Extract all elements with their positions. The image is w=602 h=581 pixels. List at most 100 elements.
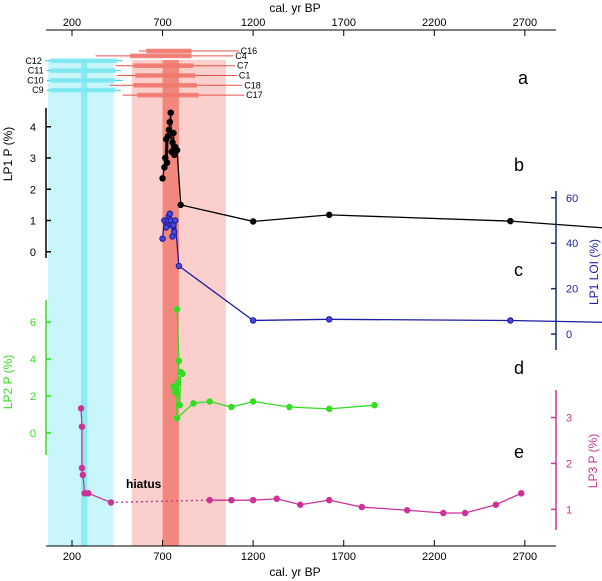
data-point <box>79 471 87 479</box>
data-point <box>159 175 166 182</box>
data-point <box>403 507 411 514</box>
highlight-bands <box>48 60 226 546</box>
panel-c-lp1-loi: 0 20 40 60 <box>159 191 602 350</box>
bottom-x-tick-label: 2200 <box>422 551 446 563</box>
bottom-x-tick-label: 700 <box>153 551 171 563</box>
data-point <box>286 403 293 411</box>
panel-letter-d: d <box>514 358 524 378</box>
y-tick-label: 1 <box>30 216 36 228</box>
panel-letter-c: c <box>514 260 523 280</box>
y-tick-label: 3 <box>30 153 36 165</box>
data-point <box>249 496 257 504</box>
data-point <box>249 218 257 225</box>
top-x-tick-label: 200 <box>63 17 81 29</box>
data-point <box>358 503 366 511</box>
data-point <box>78 423 86 430</box>
range-label: C11 <box>28 66 44 76</box>
panel-letter-e: e <box>514 442 524 462</box>
series-line <box>161 211 602 323</box>
top-x-tick-label: 2200 <box>422 17 446 29</box>
range-core <box>50 87 116 93</box>
data-point <box>440 509 447 517</box>
y-tick-label: 20 <box>566 284 578 296</box>
data-point <box>325 405 333 413</box>
top-x-tick-label: 1700 <box>331 17 355 29</box>
data-point <box>206 496 213 504</box>
range-core <box>50 68 116 73</box>
range-core <box>146 48 192 54</box>
range-core <box>133 83 197 88</box>
data-point <box>107 499 115 506</box>
data-point <box>175 262 183 270</box>
range-label: C16 <box>241 46 258 56</box>
data-point <box>164 132 172 140</box>
series-line <box>209 492 522 514</box>
data-point <box>166 118 174 126</box>
y-tick-label: 1 <box>566 504 572 516</box>
data-point <box>162 224 170 231</box>
y-label-lp1-loi: LP1 LOI (%) <box>587 239 601 305</box>
y-tick-label: 4 <box>30 354 36 366</box>
data-point <box>228 403 235 411</box>
range-core <box>50 58 118 64</box>
data-point <box>371 401 378 409</box>
x-axes: 200 200 700 700 1200 1200 1700 1700 2200 2200 2700… <box>46 17 556 563</box>
y-tick-label: 6 <box>30 317 36 329</box>
data-point <box>492 501 500 509</box>
top-x-tick-label: 2700 <box>513 17 537 29</box>
hiatus-dotted-line <box>110 499 210 504</box>
bottom-x-tick-label: 1200 <box>241 551 265 563</box>
data-point <box>176 401 184 409</box>
y-tick-label: 0 <box>566 329 572 341</box>
data-point <box>325 316 333 323</box>
range-core <box>137 92 199 98</box>
data-point <box>78 464 86 472</box>
data-point <box>461 509 469 517</box>
bottom-x-tick-label: 200 <box>63 551 81 563</box>
y-tick-label: 3 <box>566 413 572 425</box>
range-label: C9 <box>32 85 44 95</box>
data-point <box>228 496 235 504</box>
y-tick-label: 0 <box>30 428 36 440</box>
data-point <box>507 217 514 225</box>
y-tick-label: 60 <box>566 193 578 205</box>
y-label-lp1-p: LP1 P (%) <box>1 127 15 181</box>
data-point <box>172 217 179 224</box>
range-label: C12 <box>25 56 42 66</box>
data-point <box>296 501 304 509</box>
data-point <box>171 151 178 159</box>
range-label: C1 <box>239 71 251 81</box>
range-label: C7 <box>237 61 249 71</box>
bottom-x-tick-label: 1700 <box>331 551 355 563</box>
data-point <box>166 210 174 217</box>
data-point <box>173 305 181 313</box>
cyan-band-core <box>81 60 88 546</box>
data-point <box>167 109 174 116</box>
data-point <box>170 129 177 137</box>
hiatus-annotation: hiatus <box>126 477 162 491</box>
panel-letter-b: b <box>514 155 524 175</box>
data-point <box>161 164 168 171</box>
range-label: C18 <box>244 80 261 90</box>
bottom-x-axis-title: cal. yr BP <box>269 565 320 579</box>
range-label: C17 <box>246 90 263 100</box>
data-point <box>85 490 92 497</box>
range-core <box>50 78 116 83</box>
range-core <box>135 73 196 78</box>
top-x-axis-title: cal. yr BP <box>269 1 320 15</box>
data-point <box>174 379 182 387</box>
data-point <box>179 370 186 378</box>
y-label-lp3-p: LP3 P (%) <box>586 434 600 488</box>
data-point <box>507 317 514 324</box>
data-point <box>171 228 178 236</box>
top-x-tick-label: 1200 <box>241 17 265 29</box>
data-point <box>173 146 181 154</box>
data-point <box>165 126 173 134</box>
y-tick-label: 4 <box>30 122 36 134</box>
y-tick-label: 2 <box>30 184 36 196</box>
range-core <box>129 53 192 59</box>
data-point <box>206 398 213 405</box>
y-tick-label: 0 <box>30 247 36 259</box>
